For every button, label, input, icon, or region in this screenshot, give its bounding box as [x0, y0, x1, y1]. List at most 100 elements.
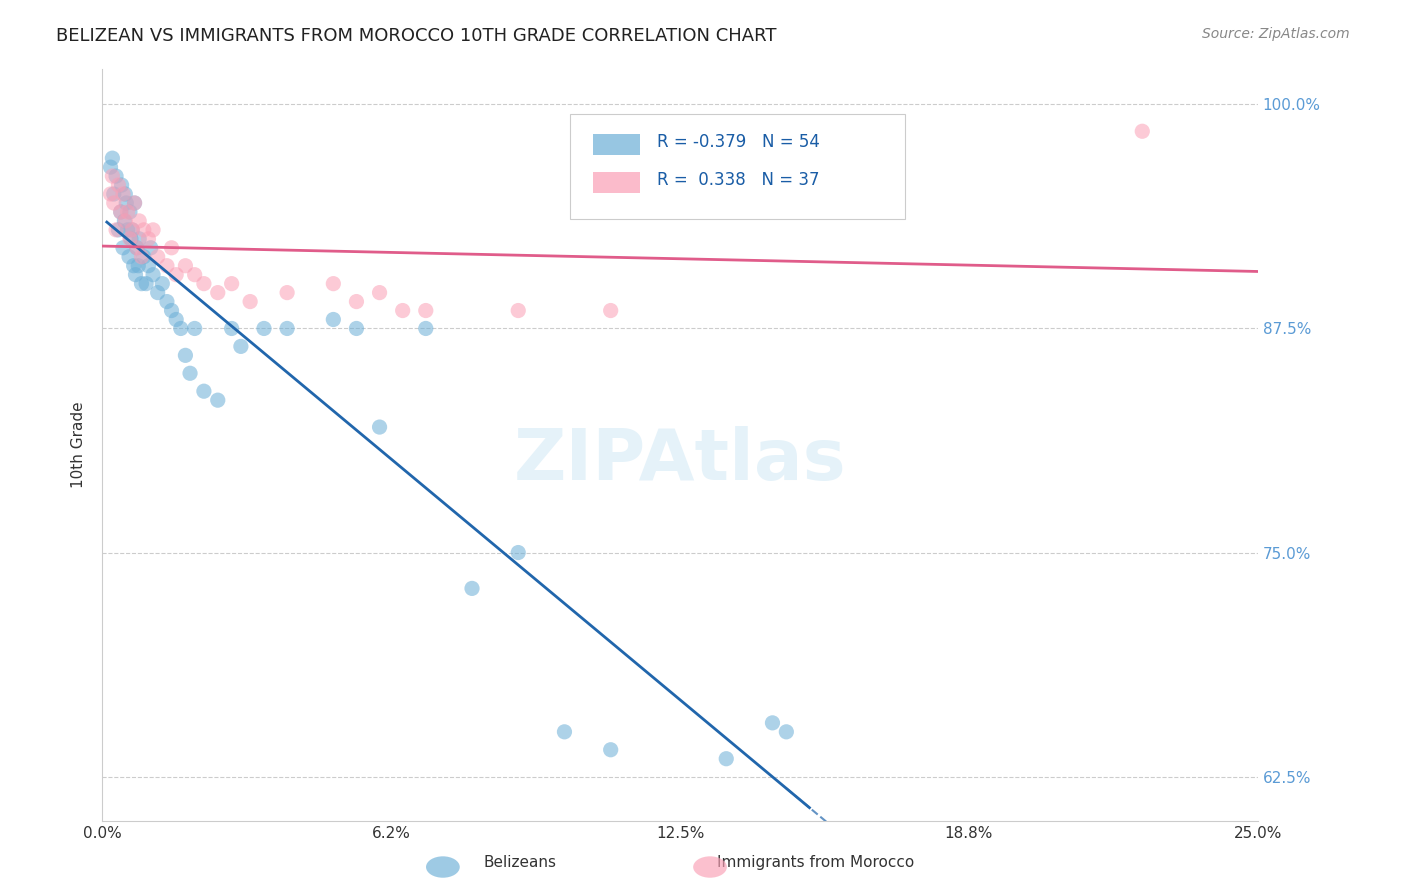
Point	[183, 268, 205, 282]
Text: BELIZEAN VS IMMIGRANTS FROM MOROCCO 10TH GRADE CORRELATION CHART: BELIZEAN VS IMMIGRANTS FROM MOROCCO 10TH…	[56, 27, 776, 45]
Point	[716, 752, 738, 766]
Point	[346, 294, 368, 309]
Point	[174, 259, 197, 273]
Point	[239, 294, 262, 309]
Point	[193, 277, 215, 291]
Point	[121, 223, 143, 237]
Point	[146, 250, 169, 264]
Point	[125, 241, 148, 255]
Point	[103, 186, 125, 201]
Point	[101, 151, 124, 165]
Point	[124, 196, 146, 211]
Point	[103, 196, 125, 211]
Point	[111, 186, 134, 201]
Point	[110, 205, 132, 219]
Point	[508, 303, 530, 318]
Point	[114, 214, 136, 228]
Point	[112, 214, 135, 228]
Point	[118, 232, 141, 246]
Point	[142, 223, 165, 237]
Text: ZIPAtlas: ZIPAtlas	[513, 425, 846, 494]
Point	[1130, 124, 1153, 138]
Point	[135, 277, 157, 291]
Point	[124, 268, 146, 282]
Point	[415, 321, 437, 335]
Point	[132, 223, 155, 237]
Point	[775, 724, 797, 739]
Point	[170, 321, 193, 335]
Point	[146, 285, 169, 300]
Point	[125, 241, 148, 255]
Point	[179, 366, 201, 380]
Point	[138, 259, 160, 273]
Point	[138, 232, 160, 246]
Point	[160, 241, 183, 255]
Point	[461, 582, 484, 596]
Point	[553, 724, 575, 739]
Point	[111, 178, 134, 192]
Point	[100, 160, 122, 174]
FancyBboxPatch shape	[593, 171, 640, 193]
Point	[101, 169, 124, 183]
Point	[761, 715, 783, 730]
Point	[599, 743, 621, 757]
Point	[160, 303, 183, 318]
Point	[100, 186, 122, 201]
Point	[128, 232, 150, 246]
Point	[127, 259, 149, 273]
Point	[132, 250, 155, 264]
FancyBboxPatch shape	[593, 134, 640, 155]
Point	[117, 205, 139, 219]
Point	[193, 384, 215, 399]
Point	[346, 321, 368, 335]
Text: R = -0.379   N = 54: R = -0.379 N = 54	[657, 133, 820, 152]
Point	[207, 285, 229, 300]
Point	[508, 545, 530, 559]
Text: Immigrants from Morocco: Immigrants from Morocco	[717, 855, 914, 870]
Point	[110, 205, 132, 219]
Point	[368, 285, 391, 300]
Point	[207, 393, 229, 408]
Point	[111, 241, 134, 255]
Text: R =  0.338   N = 37: R = 0.338 N = 37	[657, 171, 820, 189]
Point	[115, 196, 138, 211]
Point	[165, 268, 187, 282]
Point	[221, 277, 243, 291]
Y-axis label: 10th Grade: 10th Grade	[72, 401, 86, 488]
Point	[322, 277, 344, 291]
Point	[174, 348, 197, 362]
Point	[107, 178, 129, 192]
Point	[122, 259, 145, 273]
Point	[128, 214, 150, 228]
Point	[156, 294, 179, 309]
Point	[131, 277, 153, 291]
Point	[221, 321, 243, 335]
Point	[276, 285, 298, 300]
Point	[415, 303, 437, 318]
Point	[599, 303, 621, 318]
Text: Belizeans: Belizeans	[484, 855, 557, 870]
Point	[253, 321, 276, 335]
Point	[322, 312, 344, 326]
Point	[107, 223, 129, 237]
Point	[368, 420, 391, 434]
Point	[105, 169, 128, 183]
Point	[118, 205, 141, 219]
Point	[114, 186, 136, 201]
Point	[105, 223, 128, 237]
Point	[156, 259, 179, 273]
Point	[131, 250, 153, 264]
Point	[183, 321, 205, 335]
Point	[150, 277, 173, 291]
Point	[165, 312, 187, 326]
Point	[139, 241, 162, 255]
Text: Source: ZipAtlas.com: Source: ZipAtlas.com	[1202, 27, 1350, 41]
Point	[124, 196, 146, 211]
Point	[391, 303, 413, 318]
Point	[121, 223, 143, 237]
Point	[276, 321, 298, 335]
Point	[142, 268, 165, 282]
Point	[117, 223, 139, 237]
FancyBboxPatch shape	[571, 113, 905, 219]
Point	[229, 339, 252, 353]
